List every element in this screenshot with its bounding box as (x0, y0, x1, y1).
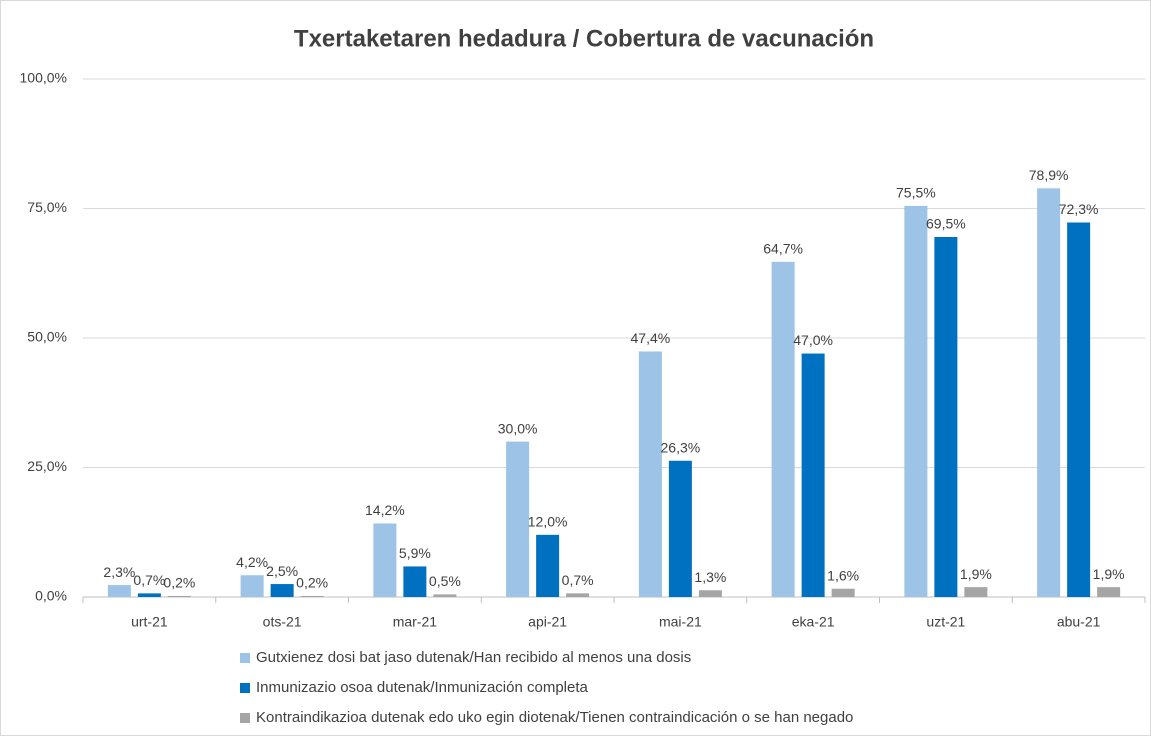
value-label: 0,7% (133, 572, 165, 588)
legend-swatch (240, 653, 250, 663)
value-label: 1,6% (827, 567, 859, 583)
y-tick-label: 75,0% (27, 199, 67, 215)
bar (167, 595, 191, 597)
value-label: 1,9% (1093, 566, 1125, 582)
bar (566, 593, 590, 597)
legend-label: Inmunizazio osoa dutenak/Inmunización co… (256, 679, 589, 696)
chart-title: Txertaketaren hedadura / Cobertura de va… (294, 25, 874, 52)
legend-swatch (240, 683, 250, 693)
bar (964, 587, 988, 597)
value-label: 4,2% (236, 554, 268, 570)
bar (801, 353, 825, 597)
bar (300, 595, 324, 597)
value-label: 0,2% (296, 575, 328, 591)
value-label: 0,5% (429, 573, 461, 589)
bar (1097, 587, 1121, 597)
value-label: 64,7% (763, 241, 803, 257)
x-tick-label: ots-21 (263, 614, 302, 630)
x-tick-label: mai-21 (659, 614, 702, 630)
bar (433, 594, 457, 597)
value-label: 69,5% (926, 216, 966, 232)
value-label: 75,5% (896, 185, 936, 201)
value-label: 78,9% (1029, 167, 1069, 183)
bar (506, 441, 530, 597)
x-tick-label: uzt-21 (926, 614, 965, 630)
bar (904, 205, 928, 597)
legend-label: Kontraindikazioa dutenak edo uko egin di… (256, 709, 853, 726)
bar (403, 566, 427, 597)
bar (1037, 188, 1061, 597)
value-label: 1,3% (694, 569, 726, 585)
value-label: 5,9% (399, 545, 431, 561)
value-label: 14,2% (365, 502, 405, 518)
x-tick-label: eka-21 (792, 614, 835, 630)
value-label: 0,7% (562, 572, 594, 588)
bar (373, 523, 397, 597)
legend-label: Gutxienez dosi bat jaso dutenak/Han reci… (256, 649, 691, 666)
bar (270, 584, 294, 597)
x-tick-label: urt-21 (131, 614, 168, 630)
value-label: 2,3% (103, 564, 135, 580)
bar (638, 351, 662, 597)
value-label: 1,9% (960, 566, 992, 582)
value-label: 30,0% (498, 420, 538, 436)
value-label: 12,0% (528, 514, 568, 530)
value-label: 2,5% (266, 563, 298, 579)
bar (1067, 222, 1091, 597)
value-label: 72,3% (1059, 201, 1099, 217)
value-label: 47,0% (793, 332, 833, 348)
value-label: 0,2% (163, 575, 195, 591)
bar (831, 588, 855, 597)
bar (771, 261, 795, 597)
bar (698, 590, 722, 597)
legend-swatch (240, 713, 250, 723)
x-tick-label: api-21 (528, 614, 567, 630)
value-label: 47,4% (631, 330, 671, 346)
y-tick-label: 0,0% (35, 588, 67, 604)
y-tick-label: 50,0% (27, 329, 67, 345)
x-tick-label: mar-21 (393, 614, 438, 630)
value-label: 26,3% (661, 439, 701, 455)
bar (934, 236, 958, 598)
bar (536, 534, 560, 597)
bar (107, 585, 131, 597)
y-tick-label: 25,0% (27, 458, 67, 474)
bar (240, 575, 264, 597)
bar (137, 593, 161, 597)
y-tick-label: 100,0% (20, 70, 67, 86)
bar (668, 460, 692, 597)
x-tick-label: abu-21 (1057, 614, 1101, 630)
